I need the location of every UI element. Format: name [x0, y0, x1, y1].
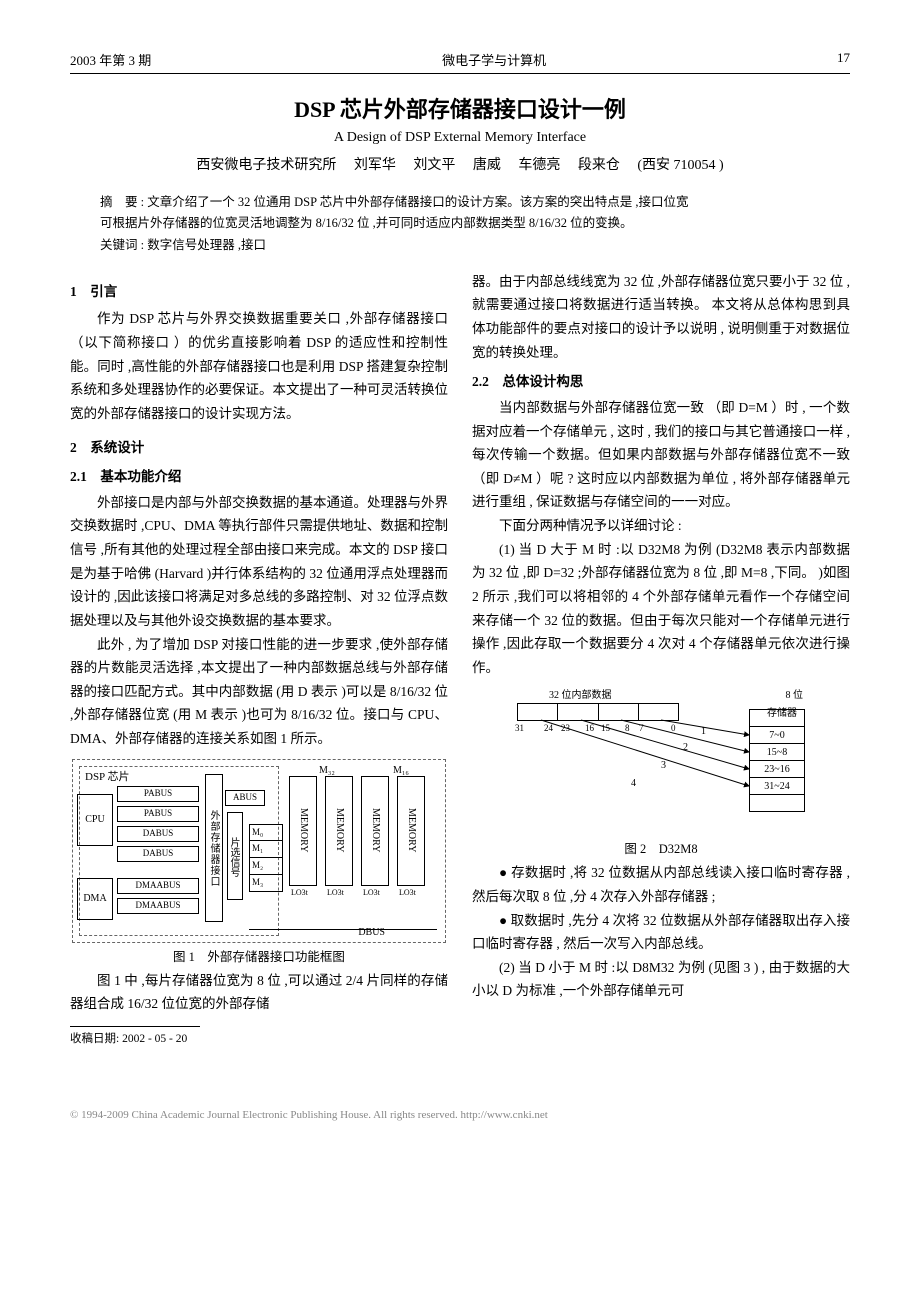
section-2-2-heading: 2.2 总体设计构思 — [472, 370, 850, 394]
fig2-arrow-num-1: 1 — [701, 723, 706, 741]
fig1-dbus-label: DBUS — [358, 924, 385, 942]
fig1-m2: M₂ — [249, 857, 283, 875]
fig1-dma-box: DMA — [77, 878, 113, 920]
two-column-body: 1 引言 作为 DSP 芯片与外界交换数据重要关口 ,外部存储器接口 （以下简称… — [70, 270, 850, 1049]
fig1-chip-label: DSP 芯片 — [85, 768, 130, 787]
fig1-chipselect-box: 片选信号 — [227, 812, 243, 900]
abstract-line1: 摘 要 : 文章介绍了一个 32 位通用 DSP 芯片中外部存储器接口的设计方案… — [100, 192, 820, 213]
load-bullet: ● 取数据时 ,先分 4 次将 32 位数据从外部存储器取出存入接口临时寄存器 … — [472, 909, 850, 956]
fig1-bus-0: PABUS — [117, 786, 199, 802]
header-center: 微电子学与计算机 — [442, 50, 546, 69]
sec21-para2: 此外 , 为了增加 DSP 对接口性能的进一步要求 ,使外部存储器的片数能灵活选… — [70, 633, 448, 751]
right-column: 器。由于内部总线线宽为 32 位 ,外部存储器位宽只要小于 32 位 , 就需要… — [472, 270, 850, 1049]
fig1-interface-box: 外部存储器接口 — [205, 774, 223, 922]
fig1-abus: ABUS — [225, 790, 265, 806]
received-date: 收稿日期: 2002 - 05 - 20 — [70, 1029, 448, 1049]
paper-title-en: A Design of DSP External Memory Interfac… — [70, 130, 850, 146]
footnote-rule — [70, 1026, 200, 1027]
section-2-heading: 2 系统设计 — [70, 436, 448, 460]
fig1-bus-4: DMAABUS — [117, 878, 199, 894]
fig1-m32-label: M₃₂ — [319, 762, 335, 780]
figure-2-caption: 图 2 D32M8 — [472, 839, 850, 861]
section-1-heading: 1 引言 — [70, 280, 448, 304]
right-intro-continuation: 器。由于内部总线线宽为 32 位 ,外部存储器位宽只要小于 32 位 , 就需要… — [472, 270, 850, 365]
sec22-case2: (2) 当 D 小于 M 时 :以 D8M32 为例 (见图 3 ) , 由于数… — [472, 956, 850, 1003]
fig1-m1: M₁ — [249, 840, 283, 858]
figure-1-caption: 图 1 外部存储器接口功能框图 — [70, 947, 448, 969]
left-column: 1 引言 作为 DSP 芯片与外界交换数据重要关口 ,外部存储器接口 （以下简称… — [70, 270, 448, 1049]
running-header: 2003 年第 3 期 微电子学与计算机 17 — [70, 50, 850, 74]
keywords-line: 关键词 : 数字信号处理器 ,接口 — [100, 235, 820, 256]
fig1-lo-1: LO3t — [327, 886, 344, 900]
sec21-para1: 外部接口是内部与外部交换数据的基本通道。处理器与外界交换数据时 ,CPU、DMA… — [70, 491, 448, 633]
fig1-lo-2: LO3t — [363, 886, 380, 900]
fig1-lo-3: LO3t — [399, 886, 416, 900]
sec22-para1: 当内部数据与外部存储器位宽一致 （即 D=M ）时 , 一个数据对应着一个存储单… — [472, 396, 850, 514]
fig1-m0: M₀ — [249, 824, 283, 842]
figure-1: DSP 芯片 CPU DMA 外部存储器接口 片选信号 PABUS PABUS … — [72, 759, 446, 943]
fig1-mem-2: MEMORY — [361, 776, 389, 886]
fig1-lo-0: LO3t — [291, 886, 308, 900]
abstract-line2: 可根据片外存储器的位宽灵活地调整为 8/16/32 位 ,并可同时适应内部数据类… — [100, 213, 820, 234]
fig2-arrow-num-3: 3 — [661, 757, 666, 775]
section-2-1-heading: 2.1 基本功能介绍 — [70, 465, 448, 489]
sec22-para1b: 下面分两种情况予以详细讨论 : — [472, 514, 850, 538]
paper-title-cn: DSP 芯片外部存储器接口设计一例 — [70, 92, 850, 124]
abstract-block: 摘 要 : 文章介绍了一个 32 位通用 DSP 芯片中外部存储器接口的设计方案… — [100, 192, 820, 256]
fig1-m16-label: M₁₆ — [393, 762, 409, 780]
sec22-case1: (1) 当 D 大于 M 时 :以 D32M8 为例 (D32M8 表示内部数据… — [472, 538, 850, 680]
fig1-bus-2: DABUS — [117, 826, 199, 842]
fig2-arrow-num-2: 2 — [683, 739, 688, 757]
header-left: 2003 年第 3 期 — [70, 50, 151, 69]
intro-paragraph: 作为 DSP 芯片与外界交换数据重要关口 ,外部存储器接口 （以下简称接口 ）的… — [70, 307, 448, 425]
fig1-bus-1: PABUS — [117, 806, 199, 822]
fig1-m-list: M₀ M₁ M₂ M₃ — [249, 824, 283, 891]
fig1-dbus-line — [249, 929, 437, 930]
header-page-number: 17 — [837, 50, 850, 69]
fig1-bus-5: DMAABUS — [117, 898, 199, 914]
store-bullet: ● 存数据时 ,将 32 位数据从内部总线读入接口临时寄存器 ,然后每次取 8 … — [472, 861, 850, 908]
fig1-mem-1: MEMORY — [325, 776, 353, 886]
fig1-mem-0: MEMORY — [289, 776, 317, 886]
figure-2: 32 位内部数据 31 24 23 16 15 8 7 0 8 — [511, 685, 811, 835]
fig1-bus-3: DABUS — [117, 846, 199, 862]
fig1-mem-3: MEMORY — [397, 776, 425, 886]
page: 2003 年第 3 期 微电子学与计算机 17 DSP 芯片外部存储器接口设计一… — [0, 0, 920, 1151]
authors-line: 西安微电子技术研究所 刘军华 刘文平 唐威 车德亮 段来仓 (西安 710054… — [70, 154, 850, 174]
publisher-footer: © 1994-2009 China Academic Journal Elect… — [70, 1109, 850, 1121]
fig1-m3: M₃ — [249, 874, 283, 892]
fig1-cpu-box: CPU — [77, 794, 113, 846]
fig2-arrow-num-4: 4 — [631, 775, 636, 793]
fig1-followup: 图 1 中 ,每片存储器位宽为 8 位 ,可以通过 2/4 片同样的存储器组合成… — [70, 969, 448, 1016]
